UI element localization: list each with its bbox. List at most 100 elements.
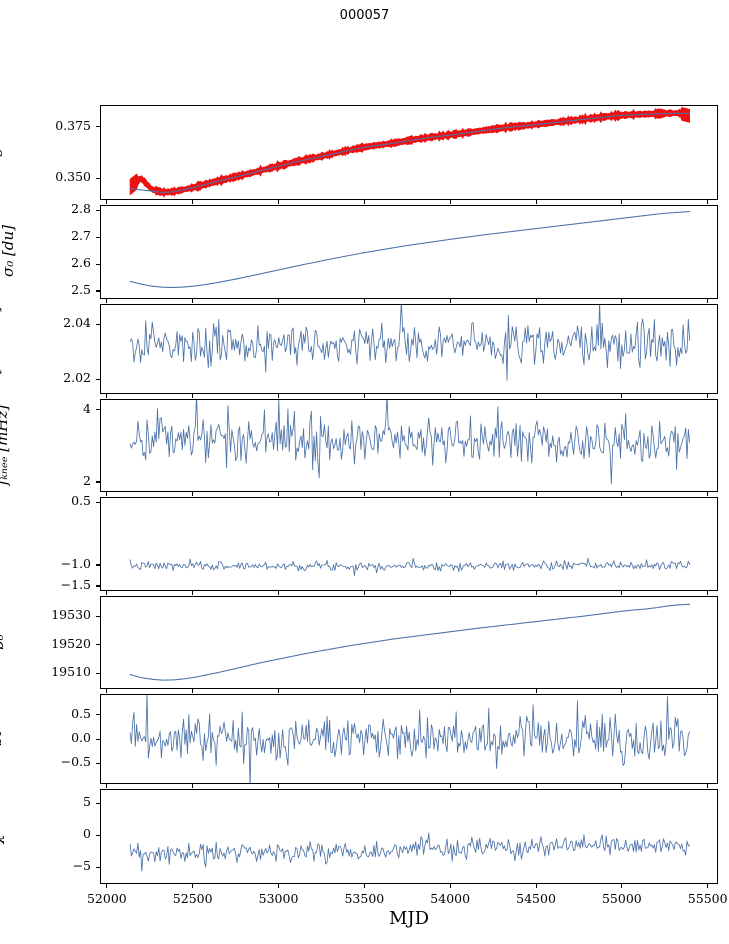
- x-tick-label: 54000: [430, 891, 471, 906]
- x-tick-mark: [192, 784, 194, 788]
- plot-panel-chi-2: [100, 789, 718, 884]
- y-tick-label: 19530: [51, 607, 91, 623]
- x-tick-label: 53500: [344, 891, 385, 906]
- plot-panel-b-1: [100, 694, 718, 784]
- y-tick-mark: [96, 585, 100, 587]
- x-tick-label: 55500: [687, 891, 728, 906]
- x-tick-mark: [278, 394, 280, 398]
- x-axis-label: MJD: [388, 908, 430, 929]
- y-tick-mark: [96, 263, 100, 265]
- x-tick-mark: [106, 884, 108, 888]
- y-tick-mark: [96, 501, 100, 503]
- y-tick-mark: [96, 177, 100, 179]
- y-axis-label: σ₀[mK s¹ᐟ²]: [0, 305, 3, 390]
- y-axis-label: b₁: [0, 730, 5, 746]
- x-tick-label: 55000: [601, 891, 642, 906]
- x-tick-mark: [363, 200, 365, 204]
- x-tick-mark: [621, 299, 623, 303]
- figure-title: 000057: [339, 8, 390, 23]
- y-tick-label: 2.02: [63, 370, 91, 385]
- y-tick-label: 4: [83, 400, 91, 416]
- x-tick-mark: [192, 591, 194, 595]
- x-tick-mark: [192, 884, 194, 888]
- y-tick-label: −1.0: [60, 555, 91, 571]
- x-tick-mark: [106, 689, 108, 693]
- y-tick-mark: [96, 644, 100, 646]
- x-tick-mark: [535, 884, 537, 888]
- y-axis-label: χ²: [0, 827, 5, 844]
- y-tick-label: 2.5: [71, 281, 91, 297]
- y-tick-mark: [96, 236, 100, 238]
- plot-panel-f-knee-mhz: [100, 399, 718, 492]
- y-tick-mark: [96, 762, 100, 765]
- y-axis-label: σ₀ [du]: [0, 225, 17, 277]
- x-tick-label: 53000: [258, 891, 299, 906]
- y-axis-label: g: [0, 110, 3, 194]
- y-tick-mark: [96, 209, 100, 211]
- x-tick-mark: [621, 492, 623, 496]
- x-tick-mark: [363, 394, 365, 398]
- y-tick-label: 2.8: [71, 201, 91, 217]
- x-tick-mark: [363, 689, 365, 693]
- x-tick-mark: [707, 784, 709, 788]
- x-tick-mark: [363, 591, 365, 595]
- y-axis-label: α: [0, 501, 3, 585]
- x-tick-mark: [621, 394, 623, 398]
- x-tick-mark: [449, 689, 451, 693]
- plot-panel-sigma-0-mk-s-1-2: [100, 304, 718, 394]
- x-tick-mark: [106, 200, 108, 204]
- x-tick-mark: [192, 689, 194, 693]
- x-tick-mark: [106, 492, 108, 496]
- y-axis-label: b₀: [0, 633, 7, 650]
- x-tick-mark: [363, 884, 365, 888]
- y-tick-label: 0: [83, 826, 91, 842]
- y-tick-label: 0.375: [55, 117, 91, 133]
- plot-panel-sigma-0-du: [100, 205, 718, 299]
- x-tick-mark: [707, 200, 709, 204]
- y-tick-label: 2.7: [71, 228, 91, 244]
- x-tick-mark: [363, 299, 365, 303]
- x-tick-mark: [106, 591, 108, 595]
- x-tick-mark: [707, 591, 709, 595]
- x-tick-mark: [707, 299, 709, 303]
- x-tick-mark: [449, 200, 451, 204]
- x-tick-mark: [278, 784, 280, 788]
- y-tick-label: 19520: [51, 635, 91, 651]
- y-tick-mark: [96, 738, 100, 740]
- x-tick-mark: [621, 784, 623, 788]
- y-tick-mark: [96, 290, 100, 292]
- x-tick-mark: [621, 884, 623, 888]
- x-tick-mark: [621, 689, 623, 693]
- x-tick-mark: [106, 299, 108, 303]
- x-tick-mark: [278, 299, 280, 303]
- y-tick-label: 2: [83, 472, 91, 488]
- y-tick-label: 2.6: [71, 255, 91, 271]
- y-tick-label: 19510: [51, 664, 91, 680]
- x-tick-label: 54500: [516, 891, 556, 906]
- x-tick-mark: [621, 200, 623, 204]
- x-tick-mark: [707, 394, 709, 398]
- x-tick-mark: [449, 784, 451, 788]
- x-tick-mark: [278, 492, 280, 496]
- y-tick-label: 5: [83, 794, 91, 810]
- x-tick-mark: [278, 591, 280, 595]
- x-tick-mark: [449, 394, 451, 398]
- x-tick-mark: [535, 591, 537, 595]
- y-tick-mark: [96, 802, 100, 804]
- x-tick-mark: [278, 200, 280, 204]
- x-tick-mark: [535, 394, 537, 398]
- plot-panel-alpha: [100, 497, 718, 591]
- x-tick-mark: [535, 200, 537, 204]
- y-tick-label: −0.5: [60, 754, 91, 770]
- plot-panel-b-0: [100, 596, 718, 689]
- x-tick-mark: [707, 884, 709, 888]
- x-tick-mark: [449, 591, 451, 595]
- y-tick-label: 0.0: [71, 730, 91, 745]
- y-tick-label: −1.5: [60, 576, 91, 592]
- y-tick-mark: [96, 615, 100, 617]
- x-tick-label: 52500: [172, 891, 213, 906]
- x-tick-mark: [621, 591, 623, 595]
- x-tick-mark: [707, 492, 709, 496]
- x-tick-mark: [535, 784, 537, 788]
